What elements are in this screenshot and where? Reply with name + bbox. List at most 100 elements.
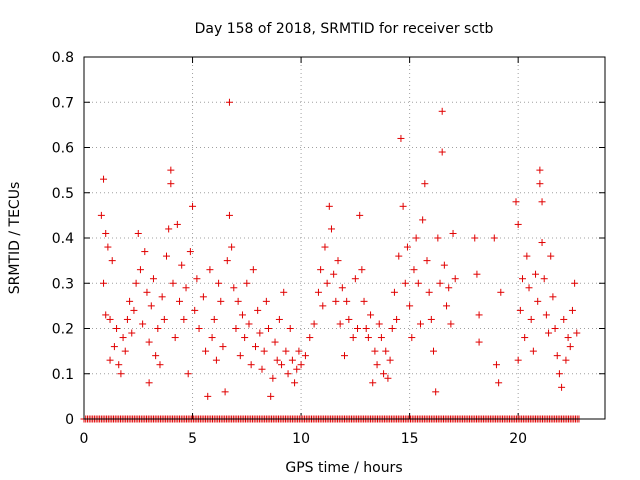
- data-point: [260, 347, 268, 355]
- data-point: [108, 257, 116, 265]
- data-point: [178, 261, 186, 269]
- data-point: [269, 374, 277, 382]
- data-point: [306, 334, 314, 342]
- data-point: [419, 216, 427, 224]
- data-point: [176, 297, 184, 305]
- data-point: [271, 338, 279, 346]
- data-point: [334, 257, 342, 265]
- data-point: [202, 347, 210, 355]
- data-point: [97, 211, 105, 219]
- y-tick-label: 0.5: [52, 186, 74, 202]
- data-point: [186, 248, 194, 256]
- data-point: [193, 275, 201, 283]
- data-point: [403, 243, 411, 251]
- data-point: [475, 311, 483, 319]
- data-point: [436, 279, 444, 287]
- data-point: [529, 347, 537, 355]
- data-point: [380, 370, 388, 378]
- data-point: [288, 356, 296, 364]
- data-point: [110, 343, 118, 351]
- data-point: [393, 315, 401, 323]
- data-point: [121, 347, 129, 355]
- data-point: [332, 297, 340, 305]
- data-point: [169, 279, 177, 287]
- data-point: [416, 320, 424, 328]
- data-point: [384, 374, 392, 382]
- data-point: [521, 334, 529, 342]
- data-point: [354, 325, 362, 332]
- data-point: [158, 293, 166, 301]
- data-point: [243, 279, 251, 287]
- data-point: [490, 234, 498, 242]
- y-tick-label: 0.2: [52, 322, 74, 338]
- data-point: [386, 356, 394, 364]
- data-point: [345, 315, 353, 323]
- data-point: [284, 370, 292, 378]
- data-point: [445, 284, 453, 292]
- y-tick-label: 0.3: [52, 276, 74, 292]
- data-point: [538, 198, 546, 206]
- data-point: [147, 302, 155, 310]
- data-point: [123, 315, 131, 323]
- data-point: [349, 334, 357, 342]
- data-point: [262, 297, 270, 305]
- data-point: [516, 306, 524, 314]
- data-point: [410, 266, 418, 274]
- data-point: [536, 166, 544, 174]
- data-point: [119, 334, 127, 342]
- data-point: [471, 234, 479, 242]
- data-point: [497, 288, 505, 296]
- data-point: [223, 257, 231, 265]
- data-point: [152, 352, 160, 360]
- data-point: [113, 325, 121, 332]
- plot-frame: [83, 56, 606, 420]
- data-point: [558, 383, 566, 391]
- data-point: [540, 275, 548, 283]
- data-point: [102, 229, 110, 237]
- data-point: [267, 392, 275, 400]
- data-point: [145, 379, 153, 387]
- data-point: [573, 329, 581, 337]
- data-point: [434, 234, 442, 242]
- data-points: [80, 98, 583, 423]
- x-tick-label: 20: [509, 431, 527, 447]
- data-point: [106, 315, 114, 323]
- data-point: [128, 329, 136, 337]
- data-point: [369, 379, 377, 387]
- data-point: [104, 243, 112, 251]
- data-point: [553, 352, 561, 360]
- grid-lines: [84, 57, 605, 419]
- data-point: [295, 347, 303, 355]
- data-point: [375, 320, 383, 328]
- data-point: [473, 270, 481, 278]
- x-tick-label: 15: [401, 431, 419, 447]
- data-point: [165, 225, 173, 233]
- data-point: [443, 302, 451, 310]
- data-point: [395, 252, 403, 260]
- x-tick-label: 0: [80, 431, 89, 447]
- data-point: [495, 379, 503, 387]
- data-point: [195, 325, 203, 332]
- x-tick-labels: 0 5 10 15 20: [80, 431, 528, 447]
- data-point: [180, 315, 188, 323]
- data-point: [323, 279, 331, 287]
- y-tick-label: 0.8: [52, 50, 74, 66]
- data-point: [492, 361, 500, 369]
- y-axis-label: SRMTID / TECUs: [7, 182, 23, 295]
- data-point: [189, 202, 197, 210]
- data-point: [282, 347, 290, 355]
- data-point: [310, 320, 318, 328]
- data-point: [358, 266, 366, 274]
- y-tick-label: 0.4: [52, 231, 74, 247]
- data-point: [525, 284, 533, 292]
- data-point: [527, 315, 535, 323]
- data-point: [212, 356, 220, 364]
- data-point: [204, 392, 212, 400]
- data-point: [232, 325, 240, 332]
- data-point: [330, 270, 338, 278]
- data-point: [388, 325, 396, 332]
- data-point: [215, 279, 223, 287]
- data-point: [566, 343, 574, 351]
- data-point: [134, 229, 142, 237]
- data-point: [225, 98, 233, 106]
